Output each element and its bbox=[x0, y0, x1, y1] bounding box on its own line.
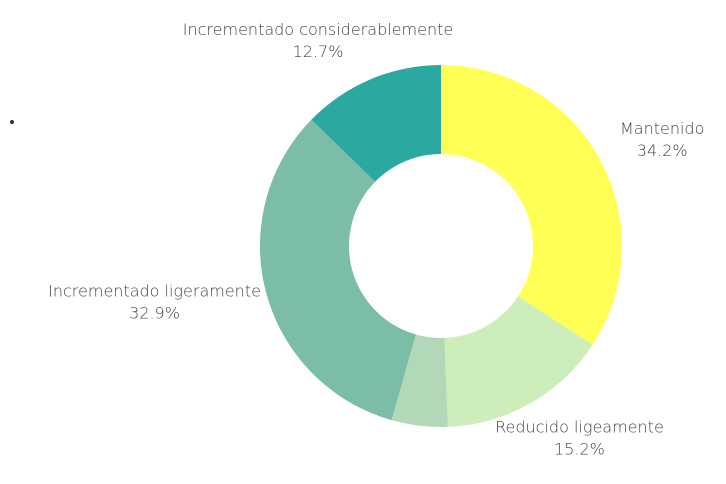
slice-label: Mantenido bbox=[620, 119, 704, 138]
donut-slice bbox=[260, 119, 416, 421]
value-label: 32.9% bbox=[129, 304, 180, 323]
slice-label: Reducido ligeamente bbox=[495, 418, 664, 437]
donut-slice bbox=[311, 65, 441, 182]
bullet bbox=[10, 120, 14, 124]
donut-slice bbox=[444, 296, 593, 427]
value-label: 12.7% bbox=[293, 42, 344, 61]
slice-label: Incrementado considerablemente bbox=[183, 20, 453, 39]
donut-slice bbox=[441, 65, 622, 345]
value-label: 34.2% bbox=[637, 141, 688, 160]
slice-label: Incrementado ligeramente bbox=[48, 282, 261, 301]
value-label: 15.2% bbox=[554, 440, 605, 459]
donut-slice bbox=[391, 334, 448, 427]
